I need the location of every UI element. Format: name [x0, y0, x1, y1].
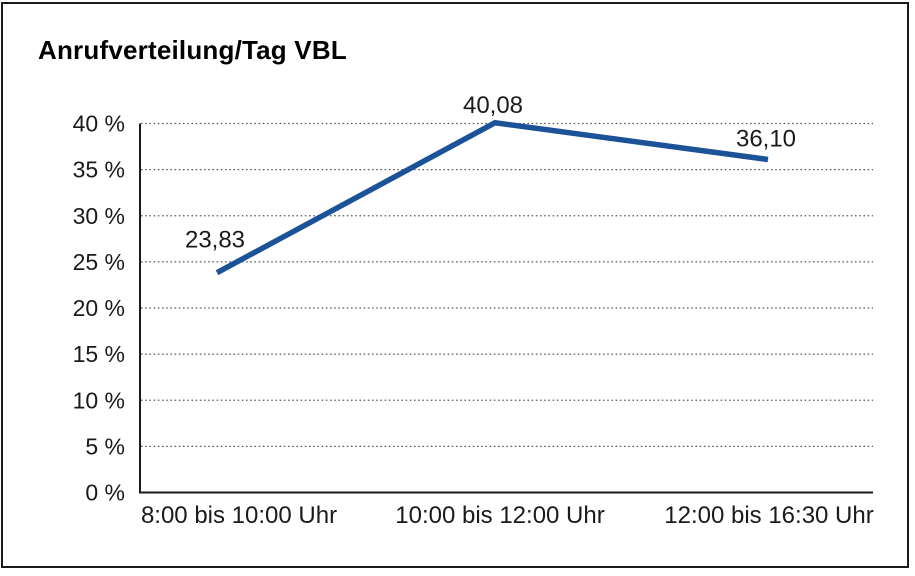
y-tick-label: 5 % [85, 433, 125, 459]
x-category-label: 10:00 bis 12:00 Uhr [395, 502, 604, 529]
data-point-label: 36,10 [736, 125, 796, 152]
y-tick-label: 10 % [73, 387, 125, 413]
data-line [215, 119, 769, 276]
x-category-label: 8:00 bis 10:00 Uhr [141, 502, 337, 529]
y-tick-label: 35 % [73, 157, 125, 183]
y-tick-label: 25 % [73, 249, 125, 275]
y-tick-label: 20 % [73, 295, 125, 321]
data-point-label: 40,08 [463, 92, 523, 119]
x-category-label: 12:00 bis 16:30 Uhr [664, 502, 873, 529]
data-point-label: 23,83 [185, 227, 245, 254]
y-tick-label: 30 % [73, 203, 125, 229]
y-tick-label: 40 % [73, 111, 125, 137]
y-tick-label: 0 % [85, 480, 125, 506]
chart-title: Anrufverteilung/Tag VBL [38, 35, 347, 65]
y-tick-label: 15 % [73, 341, 125, 367]
